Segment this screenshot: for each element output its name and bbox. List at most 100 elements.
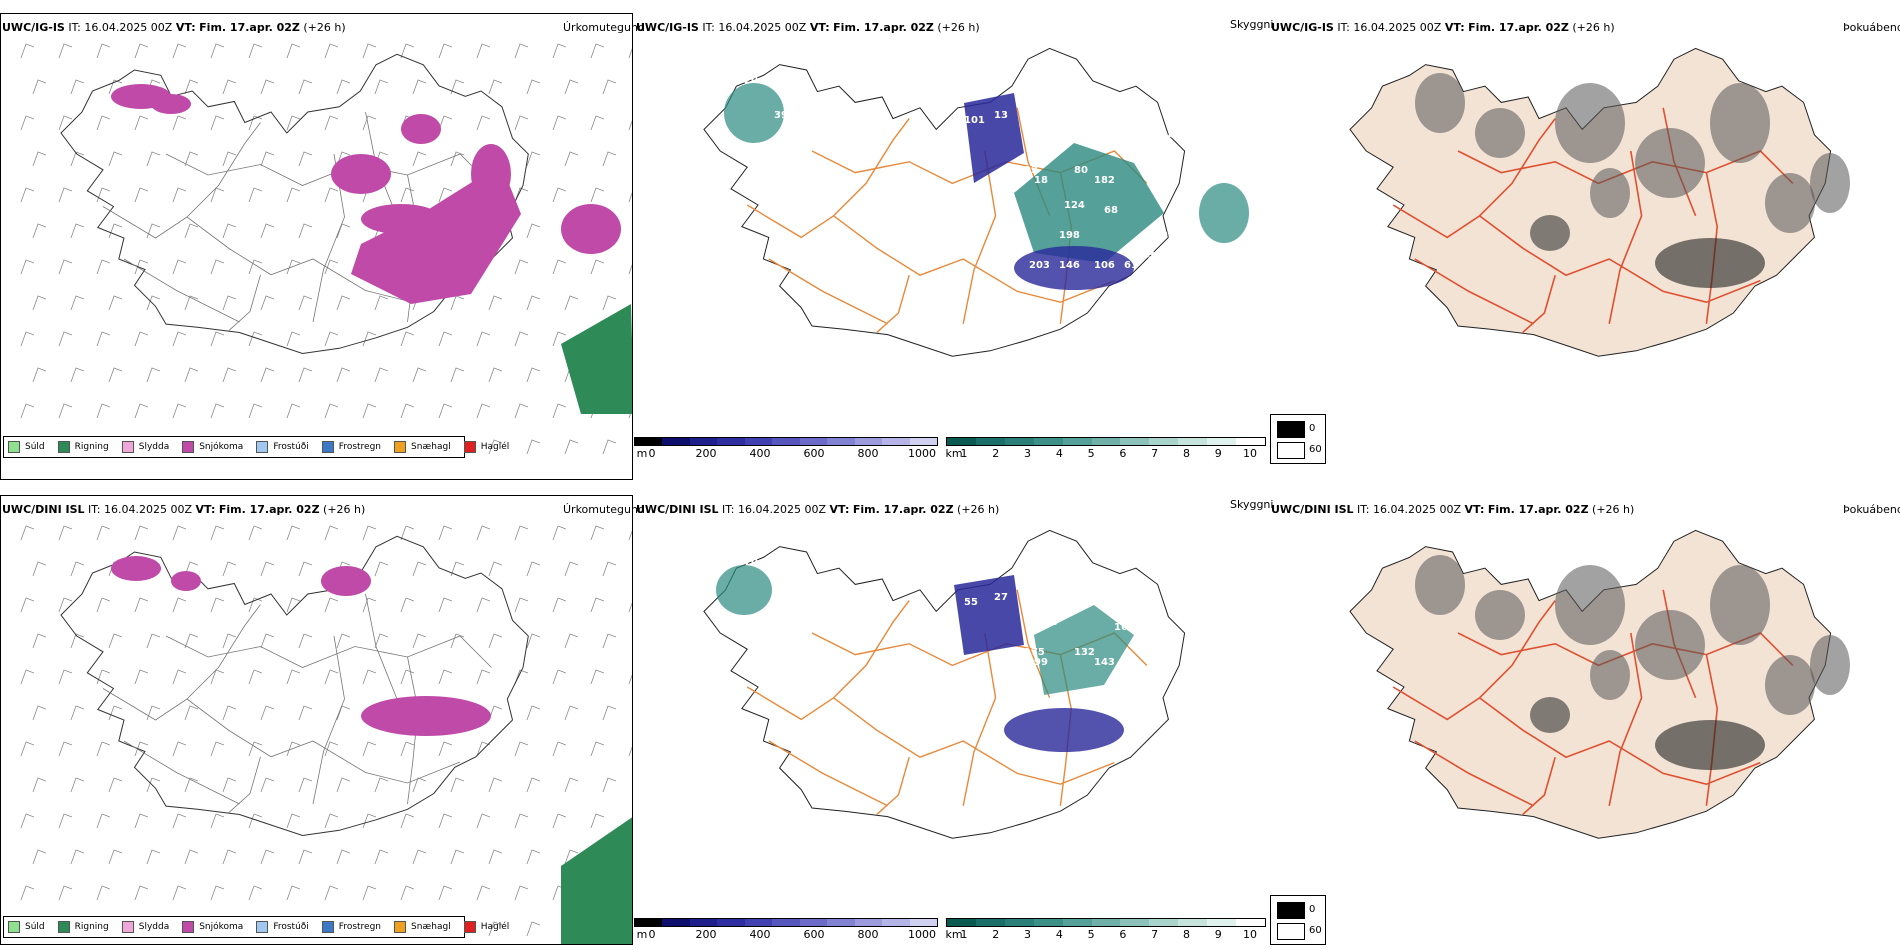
ceiling-label: 130 xyxy=(994,170,1015,181)
colorbar-step xyxy=(882,438,910,445)
colorbar-tick: 1 xyxy=(960,447,968,460)
header-cloud-row1: UWC/IG-IS IT: 16.04.2025 00Z VT: Fim. 17… xyxy=(636,21,980,34)
legend-label: Haglél xyxy=(480,922,510,932)
colorbar-step xyxy=(1178,438,1208,445)
colorbar-step xyxy=(799,438,828,445)
ceiling-label: 295 xyxy=(1084,110,1105,121)
colorbar-tick: 6 xyxy=(1119,447,1127,460)
legend-label: Slydda xyxy=(138,922,170,932)
ceiling-label: 16 xyxy=(904,240,918,251)
fog-panel-row1 xyxy=(1270,13,1900,480)
ceiling-label: 111 xyxy=(984,250,1005,261)
ceiling-label: 158 xyxy=(1034,577,1055,588)
ceiling-label: 198 xyxy=(1059,230,1080,241)
ceiling-label: 182 xyxy=(1094,175,1115,186)
precip-title-row1: Úrkomutegund xyxy=(563,21,645,34)
colorbar-step xyxy=(1149,919,1179,926)
colorbar-tick: 800 xyxy=(857,447,879,460)
ceiling-label: 127 xyxy=(1024,105,1045,116)
legend-label: Frostregn xyxy=(338,442,382,452)
colorbar-strip xyxy=(634,437,938,446)
header-fog-row1: UWC/IG-IS IT: 16.04.2025 00Z VT: Fim. 17… xyxy=(1271,21,1615,34)
colorbar-step xyxy=(882,919,910,926)
fog-label: 60 xyxy=(1309,925,1322,936)
cloud-panel-row2: 70 18 46 55 27 326 158 132 30 95 160 62 141 114 200 175… xyxy=(634,495,1270,945)
ceiling-label: 101 xyxy=(964,115,985,126)
colorbar-unit: km xyxy=(945,928,963,941)
precip-map-row1 xyxy=(20,43,632,455)
fog-swatch xyxy=(1277,923,1305,940)
colorbar-step xyxy=(689,438,718,445)
colorbar-tick: 400 xyxy=(749,928,771,941)
colorbar-step xyxy=(635,919,663,926)
colorbar-step xyxy=(854,919,883,926)
precip-map-row2 xyxy=(20,525,632,944)
ceiling-label: 326 xyxy=(1024,587,1045,598)
legend-label: Snjókoma xyxy=(199,442,244,452)
legend-item: Frostúði xyxy=(256,921,309,933)
fog-title-row1: Þokuábendi xyxy=(1843,21,1900,34)
legend-swatch xyxy=(121,441,134,453)
legend-item: Frostregn xyxy=(321,441,382,453)
colorbar-step xyxy=(947,919,976,926)
colorbar-tick: 1000 xyxy=(908,447,936,460)
colorbar-step xyxy=(827,438,855,445)
ceiling-label: 46 xyxy=(774,592,788,603)
legend-swatch xyxy=(463,441,476,453)
colorbar-tick: 0 xyxy=(648,447,656,460)
legend-item: Frostregn xyxy=(321,921,381,933)
colorbar-tick: 1 xyxy=(960,928,968,941)
colorbar-step xyxy=(1033,438,1063,445)
legend-item: Slydda xyxy=(121,921,170,933)
legend-swatch xyxy=(394,921,407,933)
legend-item: Slydda xyxy=(121,441,169,453)
colorbar-step xyxy=(909,438,937,445)
colorbar-step xyxy=(1236,919,1265,926)
colorbar-step xyxy=(1207,919,1237,926)
colorbar-unit: m xyxy=(636,447,648,460)
legend-label: Snæhagl xyxy=(411,442,451,452)
ceiling-label: 17 xyxy=(1144,165,1158,176)
ceiling-label: 70 xyxy=(744,557,758,568)
colorbar-tick: 10 xyxy=(1243,928,1257,941)
ceiling-label: 68 xyxy=(1104,205,1118,216)
ceiling-colorbar-row1: m 0 200 400 600 800 1000 xyxy=(634,437,938,467)
ceiling-label: 132 xyxy=(1074,647,1095,658)
colorbar-step xyxy=(1062,438,1092,445)
cloud-title-row1: Skyggni xyxy=(1230,18,1274,31)
ceiling-label: 89 xyxy=(1034,95,1048,106)
ceiling-label: 195 xyxy=(1154,230,1175,241)
header-precip-row1: UWC/IG-IS IT: 16.04.2025 00Z VT: Fim. 17… xyxy=(2,21,346,34)
colorbar-step xyxy=(1178,919,1208,926)
ceiling-label: 203 xyxy=(1029,260,1050,271)
colorbar-step xyxy=(1120,438,1150,445)
ceiling-label: 20 xyxy=(1194,155,1208,166)
colorbar-step xyxy=(635,438,663,445)
ceiling-label: 18 xyxy=(1034,175,1048,186)
legend-swatch xyxy=(321,441,334,453)
legend-item: Súld xyxy=(8,921,45,933)
ceiling-label: 143 xyxy=(1134,250,1155,261)
legend-label: Haglél xyxy=(480,442,510,452)
legend-item: Rigning xyxy=(57,921,109,933)
ceiling-label: 158 xyxy=(1134,150,1155,161)
legend-swatch xyxy=(463,921,476,933)
ceiling-label: 27 xyxy=(994,592,1008,603)
legend-swatch xyxy=(256,441,269,453)
fog-legend-row2: 0 60 xyxy=(1270,895,1326,945)
ceiling-label: 398 xyxy=(774,110,795,121)
colorbar-unit: km xyxy=(945,447,963,460)
cloud-panel-row1: 20 12 398 101 13 127 89 295 86 30 785 104 158 20 130 93… xyxy=(634,13,1270,480)
colorbar-tick: 1000 xyxy=(908,928,936,941)
fog-panel-row2 xyxy=(1270,495,1900,945)
colorbar-step xyxy=(975,438,1005,445)
colorbar-step xyxy=(854,438,883,445)
colorbar-tick: 10 xyxy=(1243,447,1257,460)
colorbar-step xyxy=(717,438,745,445)
legend-item: Snjókoma xyxy=(182,441,243,453)
colorbar-unit: m xyxy=(636,928,648,941)
colorbar-strip xyxy=(634,918,938,927)
fog-map-row2 xyxy=(1349,529,1850,839)
colorbar-tick: 5 xyxy=(1087,928,1095,941)
